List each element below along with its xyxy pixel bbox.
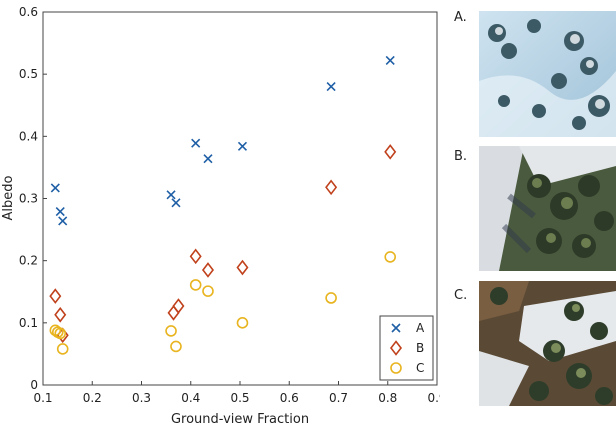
x-tick-label: 0.8 — [378, 391, 397, 405]
y-tick-label: 0 — [30, 378, 38, 392]
photo-c-patchy-snow — [479, 281, 616, 406]
y-axis-title: Albedo — [1, 175, 16, 220]
data-point-c — [236, 317, 249, 329]
data-point-a — [58, 216, 68, 226]
y-tick-label: 0.6 — [19, 5, 38, 19]
legend-marker-c — [390, 362, 402, 374]
data-point-b — [172, 298, 185, 314]
data-point-c — [170, 340, 182, 353]
data-point-a — [385, 55, 395, 66]
x-tick-label: 0.2 — [83, 391, 102, 405]
y-tick-label: 0.5 — [19, 67, 38, 81]
photo-label-a: A. — [454, 10, 467, 25]
x-tick-label: 0.4 — [181, 391, 200, 405]
x-axis-title: Ground-view Fraction — [171, 412, 309, 427]
x-tick-label: 0.5 — [230, 391, 249, 405]
scatter-chart: 0.10.20.30.40.50.60.70.80.900.10.20.30.4… — [1, 5, 440, 427]
data-point-b — [54, 306, 67, 323]
legend-label-a: A — [416, 321, 425, 335]
photo-label-b: B. — [454, 149, 468, 164]
y-tick-label: 0.1 — [19, 316, 38, 330]
data-point-a — [166, 190, 176, 200]
plot-area: 0.10.20.30.40.50.60.70.80.900.10.20.30.4… — [19, 5, 440, 405]
y-tick-label: 0.3 — [19, 192, 38, 206]
data-point-b — [189, 248, 202, 265]
y-tick-label: 0.4 — [19, 129, 38, 143]
data-point-a — [203, 154, 213, 164]
photo-a-snow-forest — [479, 11, 616, 137]
data-point-a — [55, 206, 65, 217]
data-point-c — [384, 251, 397, 263]
x-tick-label: 0.1 — [33, 391, 52, 405]
data-point-a — [50, 183, 60, 193]
x-tick-label: 0.3 — [132, 391, 151, 405]
data-point-b — [384, 144, 397, 160]
x-tick-label: 0.7 — [329, 391, 348, 405]
x-tick-label: 0.9 — [427, 391, 440, 405]
data-point-b — [201, 262, 214, 278]
data-point-a — [237, 141, 248, 151]
data-point-c — [189, 279, 202, 291]
x-tick-label: 0.6 — [280, 391, 299, 405]
data-point-a — [171, 198, 181, 208]
legend-box — [379, 315, 434, 381]
photo-b-shaded-slope — [479, 146, 616, 271]
legend-marker-b — [389, 340, 403, 356]
data-point-b — [236, 259, 249, 276]
data-point-c — [325, 292, 337, 304]
data-point-c — [202, 285, 214, 297]
data-point-a — [326, 82, 336, 92]
photo-label-c: C. — [454, 288, 468, 303]
legend-label-c: C — [416, 361, 424, 375]
data-point-b — [49, 288, 62, 304]
data-point-c — [165, 325, 177, 337]
data-point-c — [54, 327, 67, 340]
data-point-c — [56, 343, 69, 355]
data-point-b — [325, 179, 338, 196]
legend-marker-a — [391, 323, 401, 333]
data-point-b — [167, 305, 180, 321]
legend-label-b: B — [416, 341, 424, 355]
y-tick-label: 0.2 — [19, 254, 38, 268]
plot-frame — [42, 11, 438, 386]
data-point-a — [191, 138, 201, 148]
